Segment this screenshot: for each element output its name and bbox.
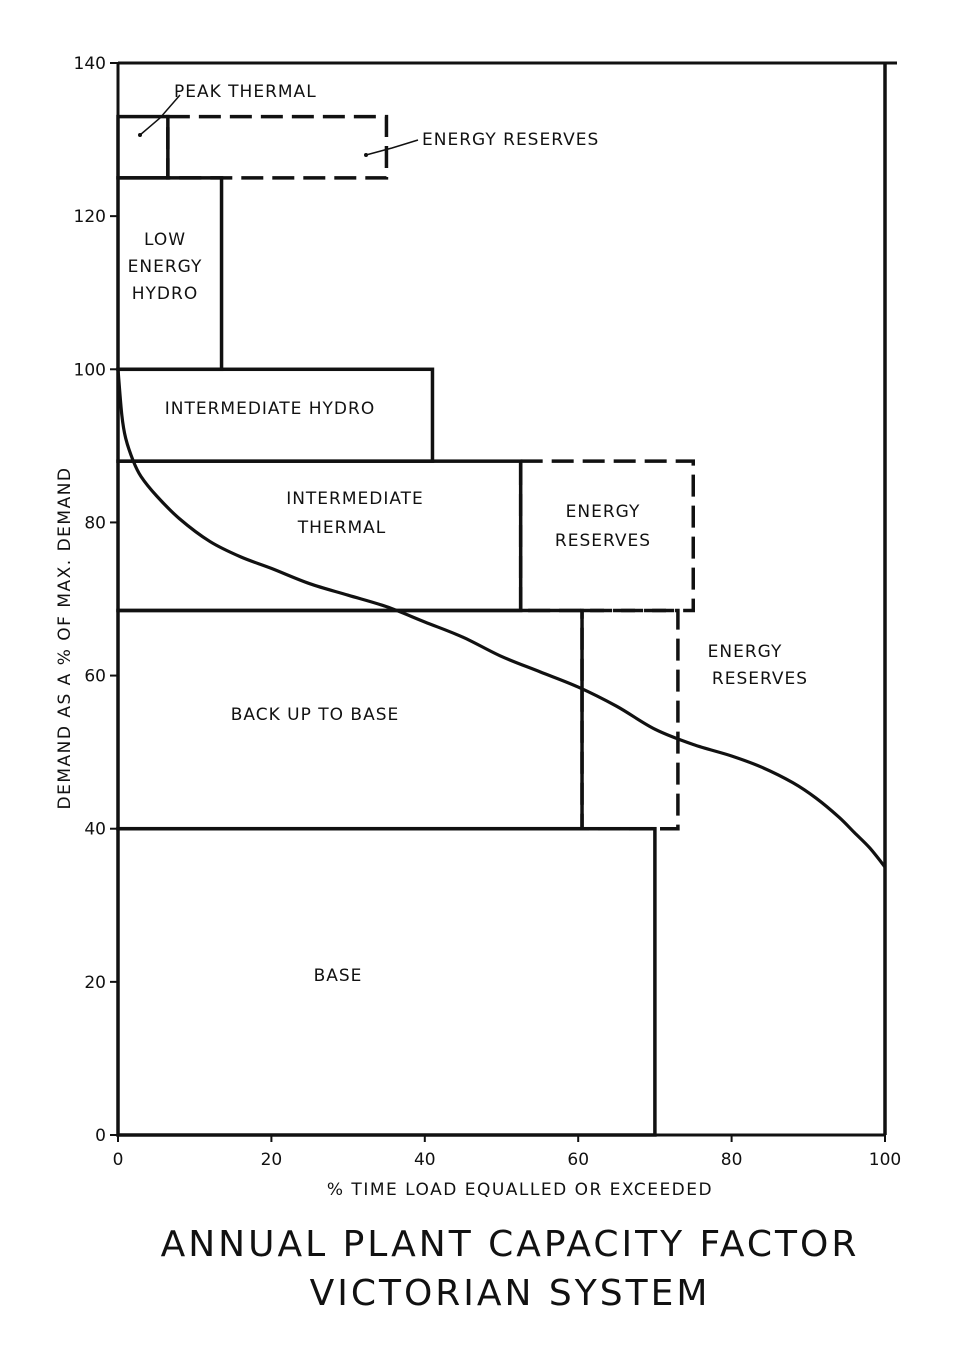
block-0 xyxy=(116,826,657,1137)
x-tick-label-1: 20 xyxy=(261,1150,283,1170)
label-energy-reserves-right-1: ENERGY xyxy=(708,642,783,662)
leader-energy-reserves xyxy=(365,139,419,156)
label-peak-thermal: PEAK THERMAL xyxy=(174,82,317,102)
y-tick-label-3: 60 xyxy=(84,667,106,687)
x-tick-label-5: 100 xyxy=(869,1150,901,1170)
label-low-energy-hydro-2: ENERGY xyxy=(128,257,203,277)
y-tick-label-4: 80 xyxy=(84,513,106,533)
leader-peak-thermal xyxy=(139,94,181,136)
label-energy-reserves-top: ENERGY RESERVES xyxy=(422,130,599,150)
label-back-up-to-base: BACK UP TO BASE xyxy=(231,705,400,725)
label-intermediate-thermal-2: THERMAL xyxy=(297,518,387,538)
leader-dot-peak-thermal xyxy=(138,133,142,137)
label-energy-reserves-mid-2: RESERVES xyxy=(555,531,651,551)
x-tick-label-3: 60 xyxy=(567,1150,589,1170)
chart-title: ANNUAL PLANT CAPACITY FACTOR xyxy=(161,1224,860,1265)
y-tick-label-0: 0 xyxy=(95,1126,106,1146)
leader-dot-energy-reserves xyxy=(364,153,368,157)
block-2 xyxy=(580,608,680,831)
curve-layer xyxy=(116,369,887,869)
block-8 xyxy=(166,114,389,180)
ticks-layer: 0 20 40 60 80 100 0 20 40 60 80 100 120 140 xyxy=(74,54,902,1170)
blocks-layer xyxy=(116,114,695,1137)
y-tick-label-7: 140 xyxy=(74,54,106,74)
y-tick-label-5: 100 xyxy=(74,360,106,380)
chart-subtitle: VICTORIAN SYSTEM xyxy=(310,1273,711,1314)
x-tick-label-4: 80 xyxy=(721,1150,743,1170)
label-low-energy-hydro-1: LOW xyxy=(144,230,186,250)
y-tick-label-1: 20 xyxy=(84,973,106,993)
label-intermediate-thermal-1: INTERMEDIATE xyxy=(286,489,424,509)
label-low-energy-hydro-3: HYDRO xyxy=(132,284,198,304)
y-axis-label: DEMAND AS A % OF MAX. DEMAND xyxy=(55,466,75,809)
y-tick-label-6: 120 xyxy=(74,207,106,227)
label-energy-reserves-mid-1: ENERGY xyxy=(566,502,641,522)
y-tick-label-2: 40 xyxy=(84,820,106,840)
block-4 xyxy=(518,459,695,613)
x-tick-label-0: 0 xyxy=(113,1150,124,1170)
frame-layer xyxy=(116,61,897,1137)
block-7 xyxy=(116,114,170,180)
x-tick-label-2: 40 xyxy=(414,1150,436,1170)
load-duration-curve xyxy=(116,369,887,869)
label-base: BASE xyxy=(314,966,363,986)
x-axis-label: % TIME LOAD EQUALLED OR EXCEEDED xyxy=(327,1180,713,1200)
label-intermediate-hydro: INTERMEDIATE HYDRO xyxy=(165,399,375,419)
label-energy-reserves-right-2: RESERVES xyxy=(712,669,808,689)
